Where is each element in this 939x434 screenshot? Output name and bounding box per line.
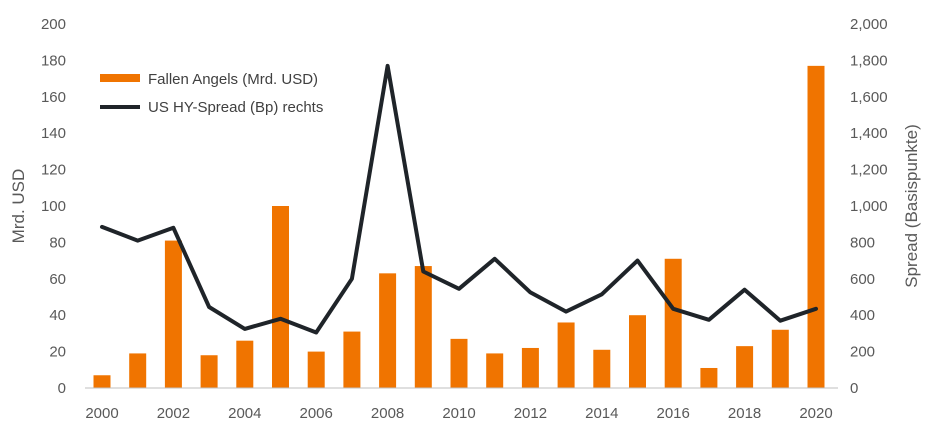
x-axis-ticks: 2000 2002 2004 2006 2008 2010 2012 2014 2016 2018… bbox=[85, 405, 832, 422]
right-tick-label: 1,600 bbox=[850, 89, 888, 106]
x-tick-label: 2014 bbox=[585, 405, 618, 422]
bar bbox=[236, 340, 254, 388]
bar bbox=[129, 353, 147, 388]
right-tick-label: 600 bbox=[850, 271, 875, 288]
right-tick-label: 400 bbox=[850, 307, 875, 324]
bar bbox=[272, 206, 289, 388]
right-tick-label: 1,000 bbox=[850, 198, 888, 215]
bar bbox=[629, 315, 646, 388]
x-tick-label: 2000 bbox=[85, 405, 118, 422]
left-tick-label: 140 bbox=[41, 125, 66, 142]
left-tick-label: 160 bbox=[41, 89, 66, 106]
right-tick-label: 1,800 bbox=[850, 52, 888, 69]
bar bbox=[771, 329, 789, 388]
spread-line bbox=[100, 63, 818, 335]
x-tick-label: 2012 bbox=[514, 405, 547, 422]
x-tick-label: 2018 bbox=[728, 405, 761, 422]
bar bbox=[414, 266, 432, 388]
right-axis-ticks: 0 200 400 600 800 1,000 1,200 1,400 1,600 1,800 2,… bbox=[850, 16, 888, 397]
bar bbox=[164, 240, 182, 388]
x-tick-label: 2020 bbox=[799, 405, 832, 422]
right-tick-label: 2,000 bbox=[850, 16, 888, 33]
x-tick-label: 2008 bbox=[371, 405, 404, 422]
bar bbox=[664, 258, 682, 388]
bar bbox=[379, 273, 397, 388]
left-tick-label: 180 bbox=[41, 52, 66, 69]
bar bbox=[307, 351, 325, 388]
legend-label-hy-spread: US HY-Spread (Bp) rechts bbox=[148, 99, 323, 116]
bar bbox=[93, 375, 111, 388]
left-axis-ticks: 0 20 40 60 80 100 120 140 160 180 200 bbox=[41, 16, 66, 397]
legend: Fallen Angels (Mrd. USD) US HY-Spread (B… bbox=[100, 71, 323, 116]
left-tick-label: 0 bbox=[58, 380, 66, 397]
right-axis-title: Spread (Basispunkte) bbox=[902, 124, 921, 287]
x-tick-label: 2006 bbox=[300, 405, 333, 422]
right-tick-label: 0 bbox=[850, 380, 858, 397]
right-tick-label: 200 bbox=[850, 344, 875, 361]
bar bbox=[807, 65, 825, 389]
bar bbox=[593, 349, 611, 388]
legend-swatch-bar bbox=[100, 74, 140, 82]
right-tick-label: 1,200 bbox=[850, 162, 888, 179]
bar-series bbox=[93, 65, 825, 389]
left-tick-label: 80 bbox=[49, 234, 66, 251]
legend-label-fallen-angels: Fallen Angels (Mrd. USD) bbox=[148, 71, 318, 88]
x-tick-label: 2016 bbox=[657, 405, 690, 422]
bar bbox=[343, 331, 361, 388]
bar bbox=[450, 338, 468, 388]
bar bbox=[557, 322, 575, 388]
x-tick-label: 2010 bbox=[442, 405, 475, 422]
left-tick-label: 120 bbox=[41, 162, 66, 179]
bar bbox=[700, 367, 718, 388]
left-tick-label: 100 bbox=[41, 198, 66, 215]
bar bbox=[486, 353, 504, 388]
bar bbox=[521, 347, 539, 388]
line-series bbox=[100, 63, 818, 335]
left-tick-label: 60 bbox=[49, 271, 66, 288]
x-tick-label: 2004 bbox=[228, 405, 261, 422]
left-axis-title: Mrd. USD bbox=[9, 169, 28, 244]
right-tick-label: 1,400 bbox=[850, 125, 888, 142]
bar bbox=[736, 346, 754, 388]
right-tick-label: 800 bbox=[850, 234, 875, 251]
left-tick-label: 20 bbox=[49, 344, 66, 361]
left-tick-label: 200 bbox=[41, 16, 66, 33]
x-tick-label: 2002 bbox=[157, 405, 190, 422]
left-tick-label: 40 bbox=[49, 307, 66, 324]
bar bbox=[200, 355, 218, 388]
